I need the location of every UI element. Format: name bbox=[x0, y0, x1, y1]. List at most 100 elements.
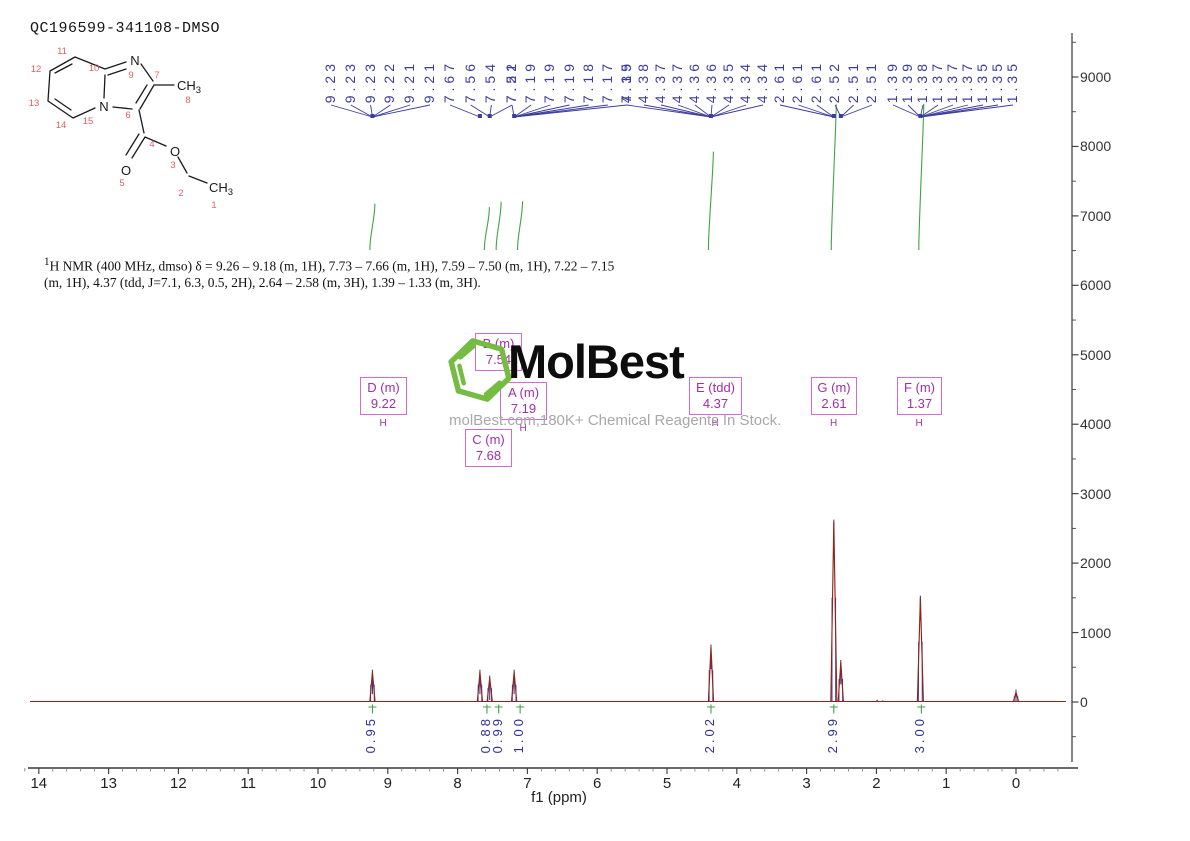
molecule-atom-number: 1 bbox=[211, 200, 216, 211]
peak-shift-label: 1.37 bbox=[929, 59, 945, 103]
peak-pick-leader-line bbox=[919, 104, 924, 118]
multiplet-shift: 1.37 bbox=[906, 396, 933, 411]
peak-pick-leader-line bbox=[920, 104, 969, 118]
multiplet-shift: 2.61 bbox=[821, 396, 847, 411]
y-axis-tick-label: 2000 bbox=[1080, 555, 1112, 572]
y-axis-tick-label: 1000 bbox=[1080, 624, 1112, 641]
x-axis-title: f1 (ppm) bbox=[531, 789, 587, 806]
integral-value-label: 1.00 bbox=[511, 716, 527, 754]
multiplet-shift: 4.37 bbox=[702, 396, 729, 411]
peak-pick-leader-line bbox=[798, 104, 834, 118]
molecule-atom-number: 4 bbox=[149, 139, 154, 150]
nmr-peak bbox=[1012, 690, 1020, 702]
peak-shift-label: 1.35 bbox=[974, 59, 990, 103]
peak-pick-leader-line bbox=[710, 104, 764, 118]
molecule-atom-label: O bbox=[170, 144, 180, 159]
multiplet-box-G: G (m) 2.61 bbox=[811, 377, 857, 415]
peak-pick-leader-line bbox=[816, 104, 835, 118]
x-axis-tick-label: 5 bbox=[662, 775, 672, 792]
peak-pick-leader-line bbox=[626, 104, 712, 118]
x-axis-tick-label: 7 bbox=[523, 775, 532, 792]
peak-pick-convergence-mark bbox=[512, 114, 517, 118]
assignment-body: H NMR (400 MHz, dmso) δ = 9.26 – 9.18 (m… bbox=[44, 258, 615, 291]
peak-pick-leader-line bbox=[920, 104, 1014, 118]
peak-shift-label: 1.38 bbox=[914, 59, 930, 103]
x-axis-tick-label: 0 bbox=[1011, 775, 1021, 792]
molecule-atom-number: 11 bbox=[57, 46, 67, 57]
peak-shift-label: 9.22 bbox=[381, 59, 398, 103]
multiplet-shift: 7.68 bbox=[475, 448, 502, 463]
x-axis-tick-label: 4 bbox=[732, 775, 741, 792]
multiplet-label: E (tdd) bbox=[695, 380, 735, 395]
multiplet-label: C (m) bbox=[472, 432, 505, 447]
molecule-atom-number: 7 bbox=[154, 70, 159, 81]
molecule-atom-number: 12 bbox=[31, 64, 42, 75]
multiplet-box-F: F (m) 1.37 bbox=[897, 377, 942, 415]
peak-pick-leader-line bbox=[892, 104, 921, 118]
peak-shift-label: 1.37 bbox=[959, 59, 975, 103]
multiplet-shift: 7.19 bbox=[510, 401, 537, 416]
integral-range-marker bbox=[829, 704, 838, 714]
peak-shift-label: 2.52 bbox=[826, 59, 843, 103]
y-axis-tick-label: 3000 bbox=[1080, 485, 1112, 502]
y-axis-tick-label: 7000 bbox=[1080, 207, 1112, 224]
peak-shift-label: 9.21 bbox=[421, 59, 437, 103]
x-axis-tick-label: 1 bbox=[942, 775, 951, 792]
x-axis-tick-label: 3 bbox=[802, 775, 811, 792]
molecule-atom-number: 2 bbox=[178, 188, 183, 199]
molecule-atom-label: N bbox=[99, 99, 108, 114]
multiplet-label: G (m) bbox=[817, 380, 851, 395]
peak-shift-label: 2.51 bbox=[844, 59, 861, 103]
peak-shift-label: 9.23 bbox=[341, 59, 358, 103]
nmr-peak bbox=[830, 522, 838, 702]
integral-curve bbox=[483, 207, 490, 251]
peak-pick-leader-line bbox=[694, 104, 712, 118]
peak-pick-leader-line bbox=[710, 104, 747, 118]
peak-shift-label: 2.51 bbox=[863, 59, 879, 103]
y-axis-tick-label: 5000 bbox=[1080, 346, 1112, 363]
peak-shift-label: 2.61 bbox=[771, 59, 787, 103]
nmr-peak bbox=[707, 647, 715, 702]
molecule-atom-number: 5 bbox=[119, 178, 124, 189]
peak-pick-leader-line bbox=[372, 104, 391, 118]
nmr-peak bbox=[476, 672, 484, 702]
peak-pick-leader-line bbox=[920, 104, 939, 118]
peak-shift-label: 2.61 bbox=[807, 59, 824, 103]
molecule-atom-label: O bbox=[121, 163, 131, 178]
x-axis-tick-label: 14 bbox=[30, 775, 48, 792]
multiplet-label: F (m) bbox=[903, 380, 936, 395]
multiplet-label: A (m) bbox=[507, 385, 540, 400]
molecule-atom-number: 14 bbox=[56, 120, 67, 131]
integral-value-label: 3.00 bbox=[912, 716, 928, 754]
integral-curve bbox=[918, 103, 925, 251]
molecule-methyl-label: CH3 bbox=[209, 180, 233, 198]
multiplet-proton-label: H bbox=[711, 418, 719, 429]
peak-pick-leader-line bbox=[779, 104, 834, 118]
multiplet-box-C: C (m) 7.68 bbox=[465, 429, 512, 467]
peak-shift-label: 7.19 bbox=[541, 59, 558, 103]
peak-pick-leader-line bbox=[660, 104, 712, 118]
peak-pick-leader-line bbox=[370, 104, 373, 118]
multiplet-proton-label: H bbox=[519, 423, 527, 434]
peak-pick-leader-line bbox=[677, 104, 712, 118]
peak-shift-label: 4.36 bbox=[686, 59, 702, 103]
peak-shift-label: 2.61 bbox=[789, 59, 806, 103]
minor-peak bbox=[880, 700, 885, 703]
integral-curve bbox=[517, 201, 524, 251]
integral-range-marker bbox=[368, 704, 377, 714]
peak-pick-convergence-mark bbox=[477, 114, 482, 118]
integral-range-marker bbox=[482, 704, 491, 714]
molecule-atom-number: 8 bbox=[185, 95, 190, 106]
molecule-bonds bbox=[47, 56, 208, 184]
peak-shift-label: 1.35 bbox=[1004, 59, 1020, 103]
y-axis-tick-label: 6000 bbox=[1080, 277, 1112, 294]
integral-range-marker bbox=[494, 704, 503, 714]
peak-shift-label: 4.38 bbox=[635, 59, 651, 103]
peak-shift-label: 9.23 bbox=[361, 59, 378, 103]
peak-shift-label: 4.36 bbox=[703, 59, 719, 103]
peak-pick-leader-line bbox=[710, 104, 730, 118]
x-axis-tick-label: 8 bbox=[453, 775, 462, 792]
multiplet-label: D (m) bbox=[367, 380, 400, 395]
integral-range-marker bbox=[516, 704, 525, 714]
